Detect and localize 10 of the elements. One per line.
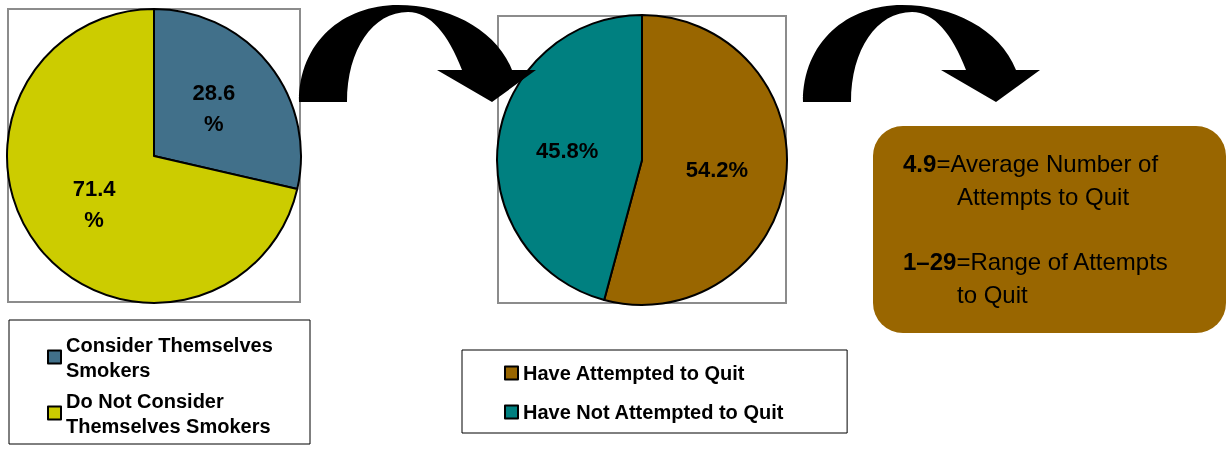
- legend-label: Have Attempted to Quit: [523, 362, 745, 384]
- data-label: 54.2%: [685, 157, 749, 183]
- data-label: 45.8%: [535, 137, 599, 163]
- data-label: 71.4%: [72, 175, 117, 232]
- text: 4.9=Average Number of Attempts to Quit: [903, 149, 1160, 212]
- legend-label: Consider Themselves Smokers: [66, 333, 279, 381]
- legend-label: Have Not Attempted to Quit: [523, 401, 784, 423]
- legend-label: Do Not Consider Themselves Smokers: [66, 389, 271, 437]
- text: 1–29=Range of Attempts to Quit: [903, 247, 1169, 310]
- data-label: 28.6%: [192, 80, 236, 137]
